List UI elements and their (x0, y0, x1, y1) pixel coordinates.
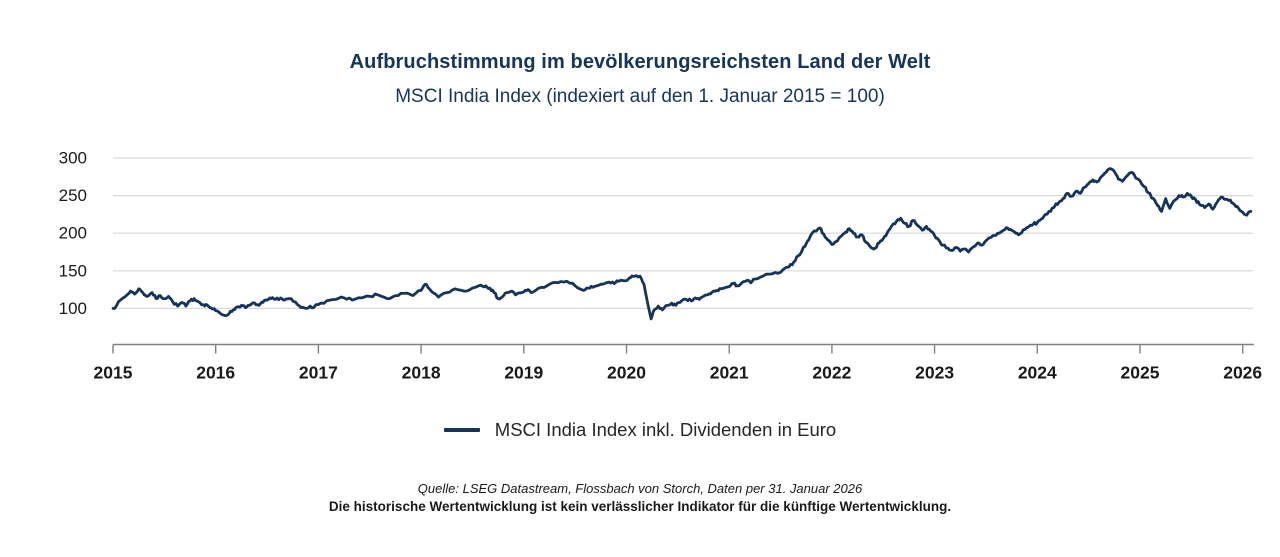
x-axis-tick-label: 2022 (812, 363, 851, 383)
y-axis-tick-label: 150 (59, 261, 87, 280)
x-axis-tick-label: 2016 (196, 363, 235, 383)
page-title: Aufbruchstimmung im bevölkerungsreichste… (349, 51, 931, 73)
x-axis-tick-label: 2017 (299, 363, 338, 383)
chart-subtitle: MSCI India Index (indexiert auf den 1. J… (395, 86, 885, 107)
x-axis-tick-label: 2020 (607, 363, 646, 383)
legend-label: MSCI India Index inkl. Dividenden in Eur… (494, 419, 837, 440)
y-axis-tick-label: 250 (59, 186, 87, 205)
disclaimer-text: Die historische Wertentwicklung ist kein… (328, 499, 952, 514)
chart-legend: MSCI India Index inkl. Dividenden in Eur… (0, 419, 1280, 441)
y-axis-tick-label: 300 (59, 149, 87, 168)
x-axis-tick-label: 2023 (915, 363, 954, 383)
y-axis-tick-label: 100 (59, 299, 87, 318)
legend-line-swatch-icon (443, 428, 480, 432)
x-axis-tick-label: 2025 (1121, 363, 1160, 383)
source-note: Quelle: LSEG Datastream, Flossbach von S… (417, 481, 863, 496)
x-axis-tick-label: 2026 (1223, 363, 1262, 383)
x-axis-tick-label: 2018 (402, 363, 441, 383)
x-axis-tick-label: 2024 (1018, 363, 1057, 383)
x-axis-tick-label: 2021 (710, 363, 749, 383)
y-axis-tick-label: 200 (59, 224, 87, 243)
index-series-line (111, 167, 1253, 321)
x-axis-tick-label: 2015 (94, 363, 133, 383)
x-axis-tick-label: 2019 (504, 363, 543, 383)
